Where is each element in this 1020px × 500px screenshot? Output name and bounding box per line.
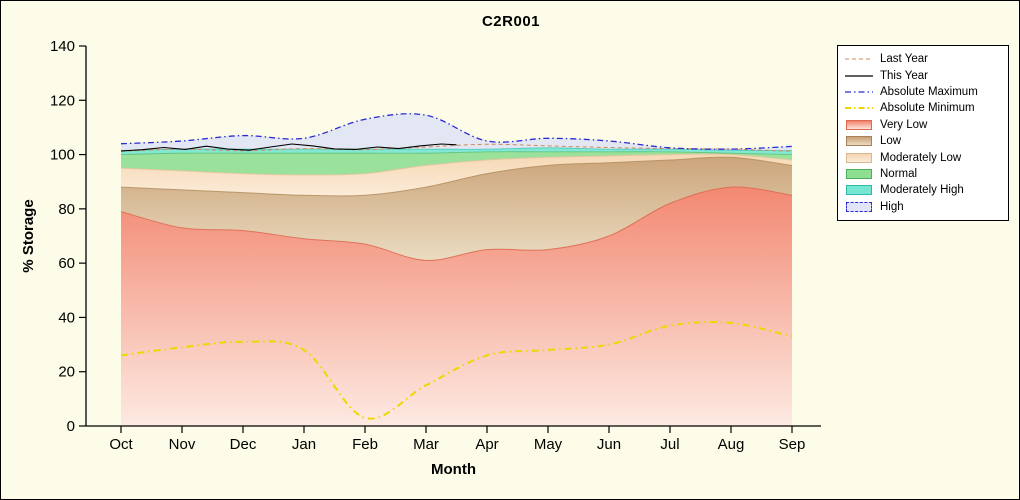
legend-swatch [846, 136, 872, 147]
band-edge [120, 153, 793, 176]
legend-label: Last Year [880, 53, 928, 66]
y-tick-label: 20 [58, 364, 75, 381]
legend-label: Low [880, 135, 902, 148]
x-tick-label: Nov [169, 436, 196, 453]
x-tick-label: Dec [230, 436, 257, 453]
legend-label: Absolute Maximum [880, 85, 978, 98]
x-tick-label: Feb [352, 436, 378, 453]
x-tick-label: Oct [109, 436, 133, 453]
legend-line-sample [845, 58, 873, 60]
y-tick-label: 100 [50, 147, 75, 164]
legend-line-sample [845, 107, 873, 110]
x-tick-label: Jan [292, 436, 316, 453]
band-very-low [121, 186, 792, 426]
legend-item: High [844, 199, 1002, 215]
legend-swatch [846, 119, 872, 130]
y-tick-label: 140 [50, 38, 75, 55]
legend-label: Moderately Low [880, 151, 962, 164]
y-tick-label: 40 [58, 309, 75, 326]
legend-item: Moderately Low [844, 149, 1002, 165]
chart-title: C2R001 [481, 13, 541, 30]
band-edge [120, 186, 793, 261]
x-axis-label: Month [431, 461, 476, 478]
legend-label: Normal [880, 167, 918, 180]
legend-line-sample [845, 74, 873, 77]
x-tick-label: Jul [660, 436, 679, 453]
band-edge [120, 151, 793, 155]
legend-item: Very Low [844, 117, 1002, 133]
band-moderately-low [121, 154, 792, 196]
legend-item: This Year [844, 67, 1002, 83]
legend-label: Very Low [880, 118, 928, 131]
y-tick-label: 0 [67, 418, 75, 435]
line-last-year [120, 143, 793, 152]
x-tick-label: Aug [718, 436, 745, 453]
x-tick-label: Mar [413, 436, 439, 453]
legend-swatch [846, 185, 872, 196]
legend-label: High [880, 200, 904, 213]
legend-label: This Year [880, 69, 928, 82]
legend-label: Absolute Minimum [880, 102, 975, 115]
line-absolute-maximum [120, 113, 793, 150]
legend: Last Year This Year Absolute Maximum Absolu… [837, 45, 1009, 221]
band-low [121, 157, 792, 261]
x-tick-label: Apr [475, 436, 498, 453]
legend-item: Absolute Minimum [844, 100, 1002, 116]
legend-swatch [846, 201, 872, 212]
y-tick-label: 60 [58, 255, 75, 272]
legend-swatch [846, 152, 872, 163]
legend-swatch [846, 168, 872, 179]
band-edge [120, 156, 793, 197]
x-tick-label: May [534, 436, 563, 453]
x-tick-label: Sep [779, 436, 806, 453]
legend-item: Moderately High [844, 182, 1002, 198]
line-this-year [120, 143, 457, 152]
legend-line-sample [845, 91, 873, 93]
legend-item: Low [844, 133, 1002, 149]
legend-item: Last Year [844, 51, 1002, 67]
legend-label: Moderately High [880, 184, 964, 197]
x-tick-label: Jun [597, 436, 621, 453]
band-high [121, 113, 792, 151]
band-normal [121, 151, 792, 175]
y-tick-label: 120 [50, 92, 75, 109]
y-tick-label: 80 [58, 201, 75, 218]
legend-item: Normal [844, 166, 1002, 182]
legend-item: Absolute Maximum [844, 84, 1002, 100]
